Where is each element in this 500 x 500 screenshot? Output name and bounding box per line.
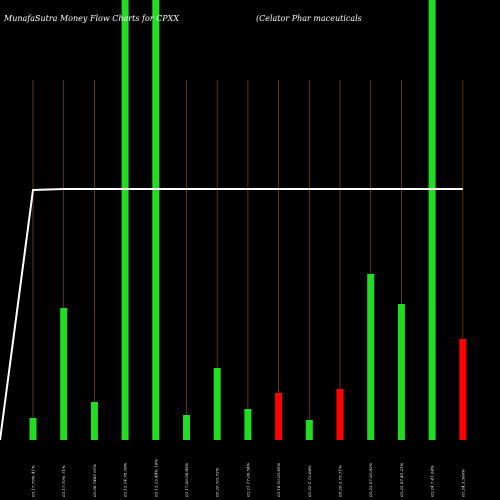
x-tick-label: 03.17.70% 71% [61, 465, 66, 497]
chart-title-right: (Celator Phar maceuticals [256, 14, 362, 23]
bar-10 [336, 389, 344, 440]
chart-title-left: MunafaSutra Money Flow Charts for CPXX [3, 14, 179, 23]
bar-1 [60, 308, 68, 440]
bar-7 [244, 409, 252, 440]
bar-2 [90, 402, 98, 440]
bar-13 [428, 0, 436, 440]
x-tick-label: 03.18.10.03.65% [276, 462, 281, 497]
x-tick-label: 03.13.13.44% 16% [153, 459, 158, 497]
x-tick-label: 03.21.17.06.54% [245, 462, 250, 497]
bar-9 [305, 420, 313, 440]
x-tick-label: 03.25.97.45 21% [399, 462, 404, 497]
bar-4 [152, 0, 160, 440]
bar-0 [29, 418, 37, 440]
x-tick-label: 03.20.7/3.72% [215, 467, 220, 497]
bar-3 [121, 0, 129, 440]
bar-5 [183, 415, 190, 440]
money-flow-line [0, 188, 463, 441]
x-tick-label: 03.20.3.75.71% [338, 465, 343, 497]
x-tick-label: 03.17.79% 41% [31, 465, 36, 497]
bar-14 [459, 339, 467, 440]
x-tick-label: 03.06.7463 91% [92, 464, 97, 497]
x-tick-label: 03.22.1.73.08% [307, 465, 312, 497]
bar-6 [213, 368, 221, 440]
bar-11 [367, 274, 375, 440]
bar-12 [397, 304, 405, 440]
x-tick-label: 03.24.3.360% [460, 469, 465, 497]
x-tick-label: 03.12.14.78.39% [123, 462, 128, 497]
x-tick-label: 03.23.07.92.82% [368, 462, 373, 497]
x-tick-label: 03.24.7.41.04% [430, 465, 435, 497]
bar-8 [275, 393, 283, 440]
x-tick-label: 03.17.26.06.85% [184, 462, 189, 497]
